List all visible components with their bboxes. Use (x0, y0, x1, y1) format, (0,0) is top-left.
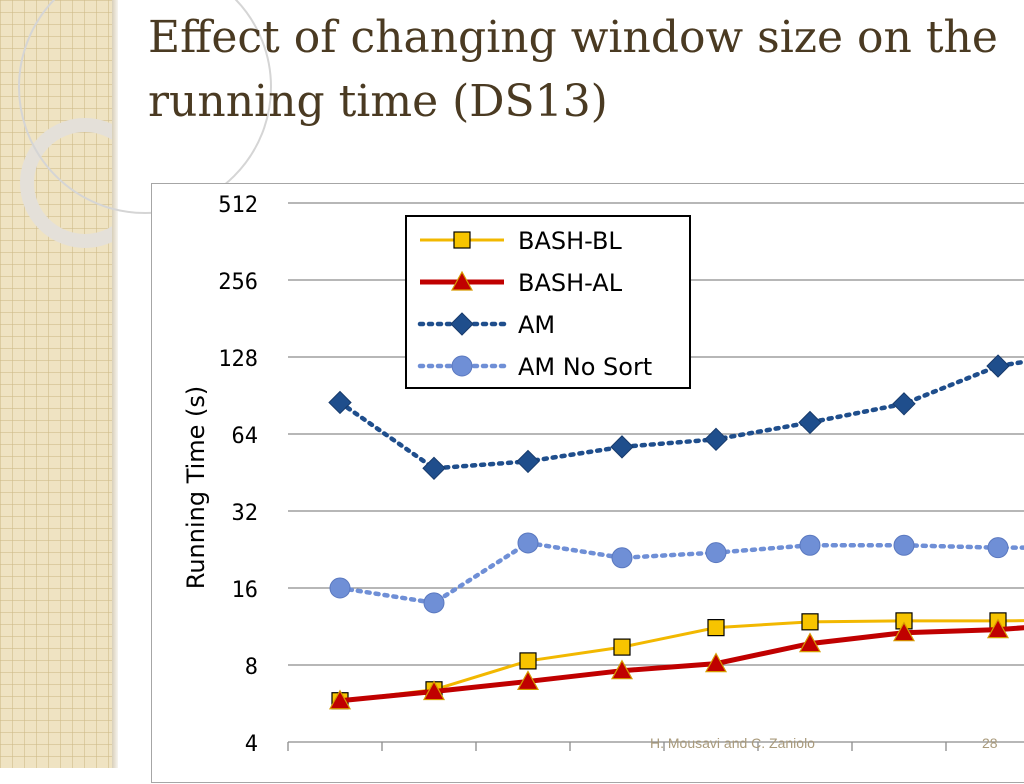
slide-title: Effect of changing window size on the ru… (148, 12, 998, 127)
data-point-bash-al (516, 670, 540, 691)
data-point-bash-al (986, 618, 1010, 639)
data-point-am-no-sort (611, 547, 633, 569)
data-point-bash-bl (707, 619, 725, 637)
data-point-am (516, 449, 540, 474)
y-axis-title: Running Time (s) (182, 386, 210, 590)
data-point-am-no-sort (423, 592, 445, 614)
running-time-chart: 4 8 16 32 64 128 256 512 Running Time (s) BASH-BL… (182, 193, 1024, 757)
legend-label-am: AM (518, 311, 555, 339)
legend-marker-bash-al (450, 270, 474, 291)
chart-area: 4 8 16 32 64 128 256 512 Running Time (s) BASH-BL… (151, 183, 1024, 783)
data-point-am-no-sort (329, 577, 351, 599)
series-line-am-no-sort (337, 540, 1024, 606)
data-point-am (892, 392, 916, 416)
legend-label-bash-al: BASH-AL (518, 269, 623, 297)
legend-marker-am-no-sort (451, 355, 473, 377)
data-point-bash-al (422, 680, 446, 701)
legend-label-am-no-sort: AM No Sort (518, 353, 652, 381)
side-panel-edge (112, 0, 118, 768)
y-tick-label: 256 (218, 270, 258, 295)
y-tick-label: 32 (232, 501, 259, 526)
data-point-am (986, 354, 1010, 378)
y-tick-label: 4 (245, 732, 258, 757)
data-point-bash-al (704, 652, 728, 673)
data-point-bash-al (892, 621, 916, 642)
y-tick-label: 512 (218, 193, 258, 218)
data-point-am-no-sort (987, 537, 1009, 559)
legend-marker-am (450, 312, 474, 336)
data-point-am-no-sort (893, 534, 915, 556)
legend-label-bash-bl: BASH-BL (518, 227, 622, 255)
data-point-bash-al (798, 632, 822, 653)
y-tick-label: 64 (232, 424, 259, 449)
data-point-bash-bl (613, 638, 631, 656)
legend-marker-bash-bl (453, 231, 471, 249)
data-point-am (610, 435, 634, 459)
data-point-bash-bl (519, 652, 537, 670)
data-point-am (422, 456, 446, 481)
data-point-am (798, 410, 822, 435)
y-tick-label: 16 (232, 578, 259, 603)
y-tick-label: 8 (245, 655, 258, 680)
data-point-am (328, 390, 352, 415)
data-point-bash-al (610, 659, 634, 680)
data-point-am-no-sort (799, 534, 821, 556)
y-tick-label: 128 (218, 347, 258, 372)
footer-authors: H. Mousavi and C. Zaniolo (650, 735, 815, 751)
data-point-bash-bl (801, 613, 819, 631)
data-point-am-no-sort (705, 542, 727, 564)
data-point-am-no-sort (517, 532, 539, 554)
data-point-am (704, 427, 728, 452)
page-number: 28 (982, 735, 998, 751)
legend-box (405, 215, 691, 389)
data-point-bash-al (328, 689, 352, 710)
